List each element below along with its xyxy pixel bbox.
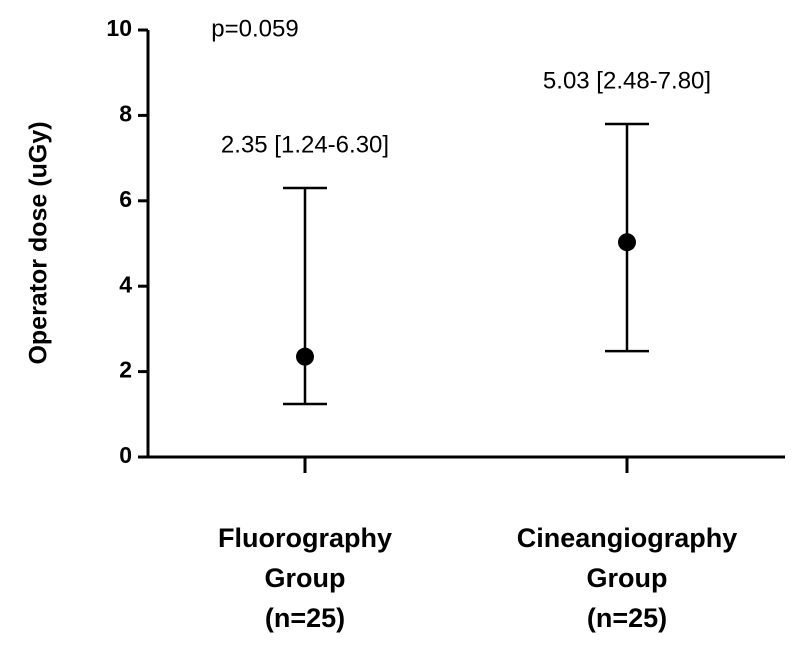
- y-axis-label: Operator dose (uGy): [25, 121, 53, 364]
- x-tick-label: (n=25): [587, 603, 667, 633]
- median-point: [296, 347, 314, 366]
- x-tick-label: Cineangiography: [517, 523, 738, 553]
- value-label: 2.35 [1.24-6.30]: [221, 131, 389, 158]
- annotation: p=0.059: [211, 15, 298, 42]
- x-tick-label: Group: [587, 563, 668, 593]
- y-tick-label: 8: [119, 100, 132, 126]
- median-point: [618, 233, 636, 252]
- y-tick-label: 0: [119, 442, 132, 468]
- y-tick-label: 10: [106, 15, 132, 41]
- y-tick-label: 2: [119, 357, 132, 383]
- value-label: 5.03 [2.48-7.80]: [543, 67, 711, 94]
- x-tick-label: (n=25): [265, 603, 345, 633]
- y-tick-label: 4: [119, 271, 132, 297]
- x-tick-label: Fluorography: [218, 523, 392, 553]
- y-tick-label: 6: [119, 186, 132, 212]
- x-tick-label: Group: [265, 563, 346, 593]
